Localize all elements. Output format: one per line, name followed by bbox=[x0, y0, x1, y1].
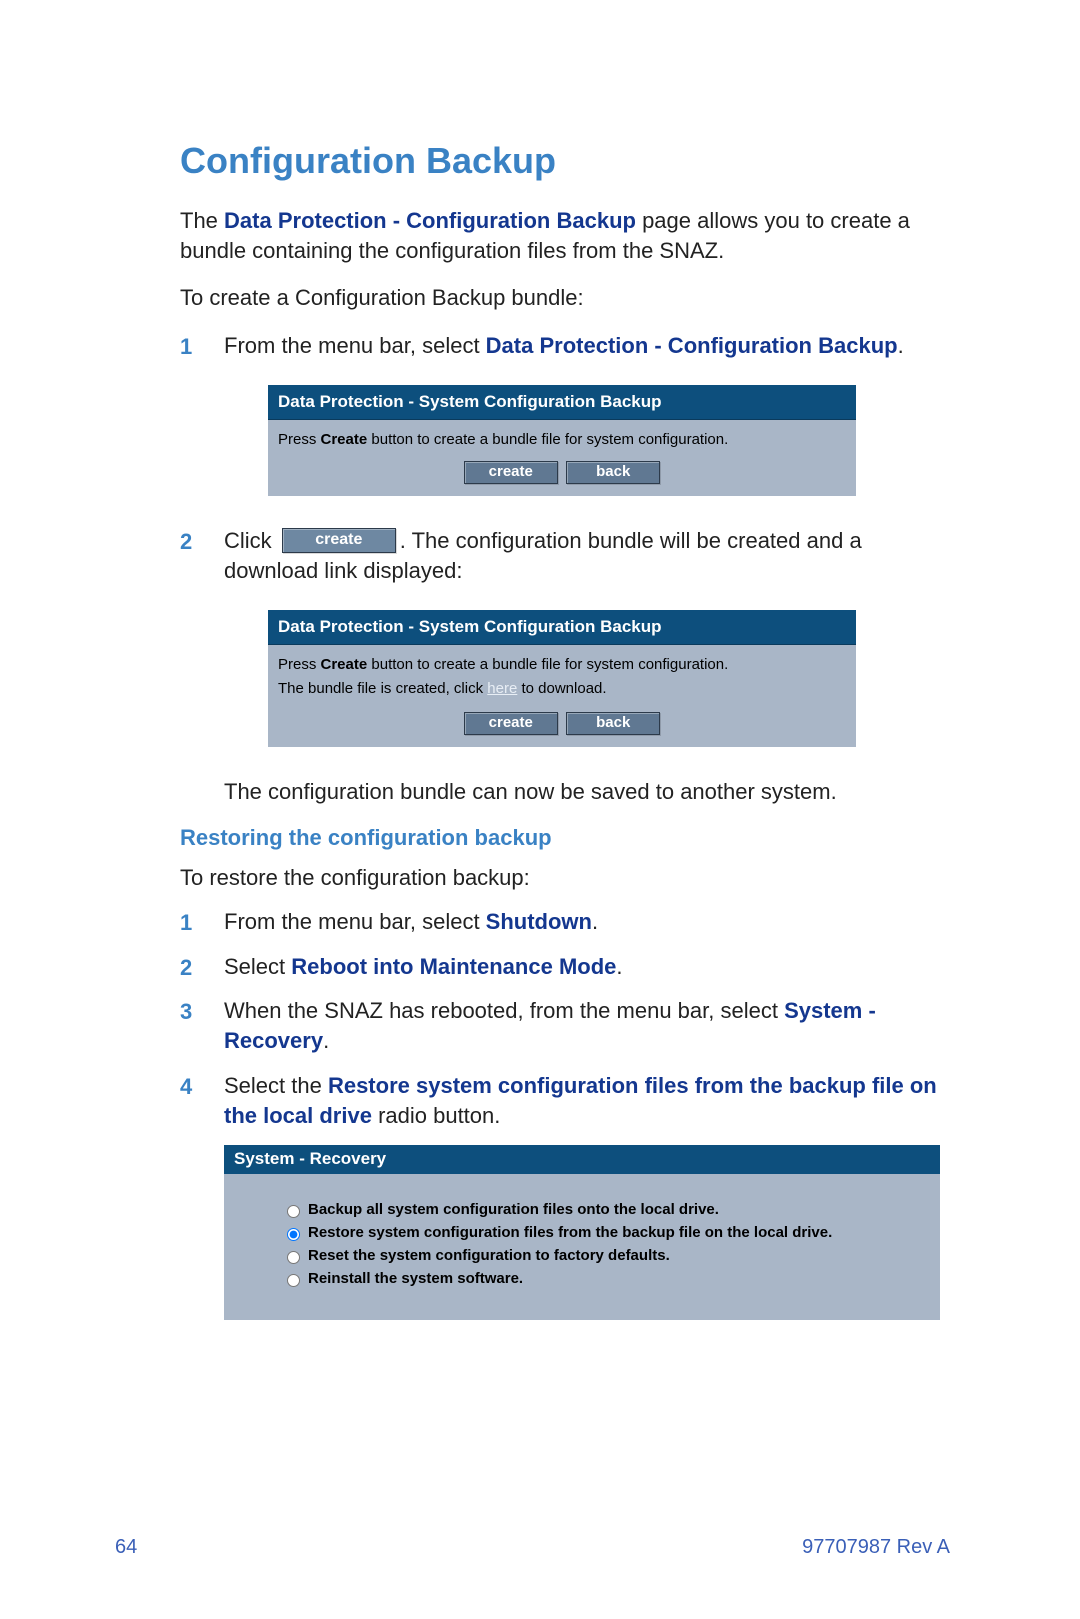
panel-2-dl-pre: The bundle file is created, click bbox=[278, 680, 487, 697]
restore-step-4: Select the Restore system configuration … bbox=[180, 1071, 950, 1132]
intro-bold: Data Protection - Configuration Backup bbox=[224, 208, 636, 233]
restore-step-3: When the SNAZ has rebooted, from the men… bbox=[180, 996, 950, 1057]
create-step-1-pre: From the menu bar, select bbox=[224, 333, 486, 358]
intro-pre: The bbox=[180, 208, 224, 233]
recovery-radio[interactable] bbox=[287, 1228, 300, 1241]
create-button[interactable]: create bbox=[464, 712, 558, 735]
panel-1-buttons: create back bbox=[278, 455, 846, 484]
config-backup-panel-1: Data Protection - System Configuration B… bbox=[268, 385, 856, 495]
restore-step-1-pre: From the menu bar, select bbox=[224, 909, 486, 934]
panel-2-download-line: The bundle file is created, click here t… bbox=[278, 679, 846, 706]
create-step-2: Click create. The configuration bundle w… bbox=[180, 526, 950, 748]
restore-step-2-bold: Reboot into Maintenance Mode bbox=[291, 954, 616, 979]
recovery-option[interactable]: Reinstall the system software. bbox=[282, 1267, 930, 1290]
create-steps-list: From the menu bar, select Data Protectio… bbox=[180, 331, 950, 747]
panel-2-instruction: Press Create button to create a bundle f… bbox=[278, 653, 846, 680]
panel-1-instr-bold: Create bbox=[321, 431, 368, 448]
restore-step-2-pre: Select bbox=[224, 954, 291, 979]
recovery-radio[interactable] bbox=[287, 1274, 300, 1287]
create-step-2-pre: Click bbox=[224, 528, 278, 553]
page-footer: 64 97707987 Rev A bbox=[115, 1536, 950, 1559]
restore-step-3-post: . bbox=[323, 1028, 329, 1053]
restore-step-1: From the menu bar, select Shutdown. bbox=[180, 907, 950, 937]
recovery-option-label: Reinstall the system software. bbox=[308, 1270, 523, 1287]
restore-step-4-post: radio button. bbox=[372, 1103, 500, 1128]
recovery-option[interactable]: Backup all system configuration files on… bbox=[282, 1198, 930, 1221]
restore-step-2-post: . bbox=[616, 954, 622, 979]
recovery-option-label: Restore system configuration files from … bbox=[308, 1224, 832, 1241]
recovery-panel-header: System - Recovery bbox=[224, 1145, 940, 1174]
page-number: 64 bbox=[115, 1536, 137, 1559]
panel-2-header: Data Protection - System Configuration B… bbox=[268, 610, 856, 644]
restore-steps-list: From the menu bar, select Shutdown. Sele… bbox=[180, 907, 950, 1131]
panel-1-header: Data Protection - System Configuration B… bbox=[268, 385, 856, 419]
recovery-panel-body: Backup all system configuration files on… bbox=[224, 1174, 940, 1320]
create-step-1-post: . bbox=[898, 333, 904, 358]
restore-step-4-bold: Restore system configuration files from … bbox=[224, 1073, 937, 1128]
panel-2-body: Press Create button to create a bundle f… bbox=[268, 645, 856, 747]
config-backup-panel-2: Data Protection - System Configuration B… bbox=[268, 610, 856, 747]
recovery-option[interactable]: Reset the system configuration to factor… bbox=[282, 1244, 930, 1267]
recovery-option[interactable]: Restore system configuration files from … bbox=[282, 1221, 930, 1244]
panel-2-wrap: Data Protection - System Configuration B… bbox=[268, 610, 950, 747]
restore-step-1-bold: Shutdown bbox=[486, 909, 592, 934]
create-step-1-bold: Data Protection - Configuration Backup bbox=[486, 333, 898, 358]
after-panel-2-text: The configuration bundle can now be save… bbox=[180, 777, 950, 807]
restore-step-2: Select Reboot into Maintenance Mode. bbox=[180, 952, 950, 982]
page-content: Configuration Backup The Data Protection… bbox=[0, 0, 1080, 1619]
create-lead: To create a Configuration Backup bundle: bbox=[180, 283, 950, 313]
inline-create-button[interactable]: create bbox=[282, 528, 396, 553]
panel-1-instr-pre: Press bbox=[278, 431, 321, 448]
panel-1-instruction: Press Create button to create a bundle f… bbox=[278, 428, 846, 455]
restore-step-1-post: . bbox=[592, 909, 598, 934]
back-button[interactable]: back bbox=[566, 712, 660, 735]
download-link[interactable]: here bbox=[487, 680, 517, 697]
panel-2-dl-post: to download. bbox=[517, 680, 606, 697]
panel-2-buttons: create back bbox=[278, 706, 846, 735]
recovery-radio[interactable] bbox=[287, 1251, 300, 1264]
intro-paragraph: The Data Protection - Configuration Back… bbox=[180, 206, 950, 265]
restore-step-4-pre: Select the bbox=[224, 1073, 328, 1098]
create-button[interactable]: create bbox=[464, 461, 558, 484]
back-button[interactable]: back bbox=[566, 461, 660, 484]
panel-1-instr-post: button to create a bundle file for syste… bbox=[367, 431, 728, 448]
restore-step-3-pre: When the SNAZ has rebooted, from the men… bbox=[224, 998, 784, 1023]
page-title: Configuration Backup bbox=[180, 140, 950, 182]
panel-2-instr-post: button to create a bundle file for syste… bbox=[367, 656, 728, 673]
panel-1-body: Press Create button to create a bundle f… bbox=[268, 420, 856, 496]
panel-2-instr-bold: Create bbox=[321, 656, 368, 673]
restore-heading: Restoring the configuration backup bbox=[180, 825, 950, 851]
system-recovery-panel: System - Recovery Backup all system conf… bbox=[224, 1145, 940, 1320]
panel-2-instr-pre: Press bbox=[278, 656, 321, 673]
recovery-radio[interactable] bbox=[287, 1205, 300, 1218]
doc-revision: 97707987 Rev A bbox=[802, 1536, 950, 1559]
restore-lead: To restore the configuration backup: bbox=[180, 863, 950, 893]
create-step-1: From the menu bar, select Data Protectio… bbox=[180, 331, 950, 496]
panel-1-wrap: Data Protection - System Configuration B… bbox=[268, 385, 950, 495]
recovery-option-label: Reset the system configuration to factor… bbox=[308, 1247, 670, 1264]
recovery-option-label: Backup all system configuration files on… bbox=[308, 1201, 719, 1218]
